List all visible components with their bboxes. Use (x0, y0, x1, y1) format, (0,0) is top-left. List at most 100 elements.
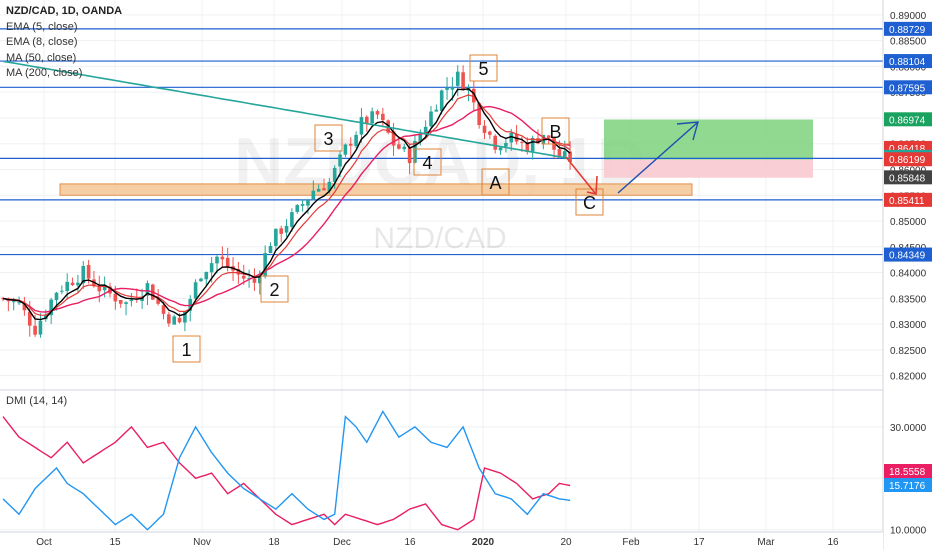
wave-label-box (481, 168, 510, 196)
candle-body (354, 134, 358, 147)
level-badge: 0.85411 (884, 192, 932, 207)
candle-body (49, 299, 53, 316)
price-badge-text: 0.86199 (889, 155, 926, 166)
candle-body (520, 141, 524, 143)
candle-body (27, 311, 32, 326)
time-tick-label: 16 (404, 537, 416, 548)
time-tick-label: 18 (268, 537, 280, 548)
price-badge-bg (884, 152, 932, 167)
candle-body (397, 144, 401, 149)
watermark-small: NZD/CAD (373, 222, 506, 255)
dmi-tick-label: 10.0000 (890, 526, 927, 537)
candle-body (102, 284, 107, 291)
dmi-plus-line (2, 409, 571, 531)
wave-label-3: 3 (314, 124, 343, 152)
wave-label-4: 4 (413, 148, 442, 176)
price-badge: 0.86199 (884, 152, 932, 167)
candle-body (129, 299, 134, 302)
candle-body (498, 147, 503, 151)
red-arrow-head (586, 175, 598, 195)
legend-ema5[interactable]: EMA (5, close) (6, 20, 78, 33)
wave-label-text: 4 (422, 153, 432, 173)
candle-body (156, 298, 160, 304)
candle-body (204, 271, 209, 280)
price-tick-label: 0.88500 (890, 37, 927, 48)
price-badge-bg (884, 192, 932, 207)
ma200-line (2, 60, 571, 160)
candle-body (391, 131, 396, 146)
wave-label-box (172, 335, 201, 363)
candle-body (445, 88, 449, 90)
candle-body (274, 228, 278, 246)
candle-body (236, 269, 241, 275)
time-tick-label: Oct (36, 537, 52, 548)
wave-label-text: C (583, 193, 596, 213)
time-tick-label: 20 (560, 537, 572, 548)
wave-label-box (541, 117, 570, 145)
wave-label-box (314, 124, 343, 152)
wave-label-box (575, 188, 604, 216)
candle-body (183, 311, 187, 323)
candle-body (145, 283, 150, 296)
time-tick-label: 2020 (472, 537, 495, 548)
candle-body (327, 181, 332, 192)
candle-body (193, 282, 198, 299)
candle-body (423, 126, 428, 135)
candle-body (220, 256, 225, 260)
chart-legend: NZD/CAD, 1D, OANDA EMA (5, close) EMA (8… (6, 4, 122, 82)
candle-body (562, 151, 567, 157)
wave-label-box (469, 54, 498, 82)
time-tick-label: Dec (333, 537, 351, 548)
candle-body (530, 137, 535, 152)
candle-body (22, 303, 27, 311)
candle-body (546, 135, 551, 138)
wave-label-text: 2 (269, 280, 279, 300)
price-tick-label: 0.83000 (890, 320, 927, 331)
price-badge-text: 0.85848 (889, 173, 926, 184)
candle-body (209, 263, 214, 273)
dmi-badge: 15.7176 (884, 478, 932, 492)
wave-label-box (413, 148, 442, 176)
price-badge-bg (884, 54, 932, 69)
blue-arrow-head (676, 121, 699, 141)
candle-body (455, 71, 460, 86)
legend-ema8[interactable]: EMA (8, close) (6, 36, 78, 48)
legend-ma50[interactable]: MA (50, close) (6, 51, 77, 64)
ema5-line (2, 88, 571, 321)
time-tick-label: 16 (827, 537, 839, 548)
price-badge-text: 0.87595 (889, 83, 926, 94)
candle-body (86, 264, 91, 279)
legend-ma200[interactable]: MA (200, close) (6, 67, 83, 79)
candle-body (365, 116, 369, 124)
price-badge-text: 0.85411 (889, 196, 925, 207)
candle-body (359, 117, 364, 135)
candle-body (241, 275, 246, 279)
dmi-legend[interactable]: DMI (14, 14) (6, 395, 68, 407)
candle-body (38, 320, 43, 335)
price-tick-label: 0.85000 (890, 217, 927, 228)
position-profit-zone (604, 119, 813, 160)
price-badge-text: 0.88729 (889, 25, 926, 36)
candle-body (311, 190, 316, 200)
price-tick-label: 0.82500 (890, 346, 927, 357)
candle-body (167, 314, 171, 324)
candle-body (279, 228, 283, 234)
candle-body (268, 245, 273, 254)
candle-body (118, 299, 123, 304)
candle-body (418, 134, 423, 142)
price-badge-bg (884, 464, 932, 478)
candle-body (493, 135, 497, 150)
wave-label-A: A (481, 168, 510, 196)
level-badge: 0.88104 (884, 54, 932, 69)
candle-body (402, 146, 407, 150)
candle-body (258, 275, 262, 284)
price-tick-label: 0.89000 (890, 11, 927, 22)
candle-body (370, 111, 374, 124)
candle-body (70, 282, 75, 286)
candle-body (81, 265, 86, 284)
candle-body (172, 316, 176, 325)
time-tick-label: 15 (109, 537, 121, 548)
red-arrow (565, 156, 596, 194)
price-badge-bg (884, 80, 932, 95)
